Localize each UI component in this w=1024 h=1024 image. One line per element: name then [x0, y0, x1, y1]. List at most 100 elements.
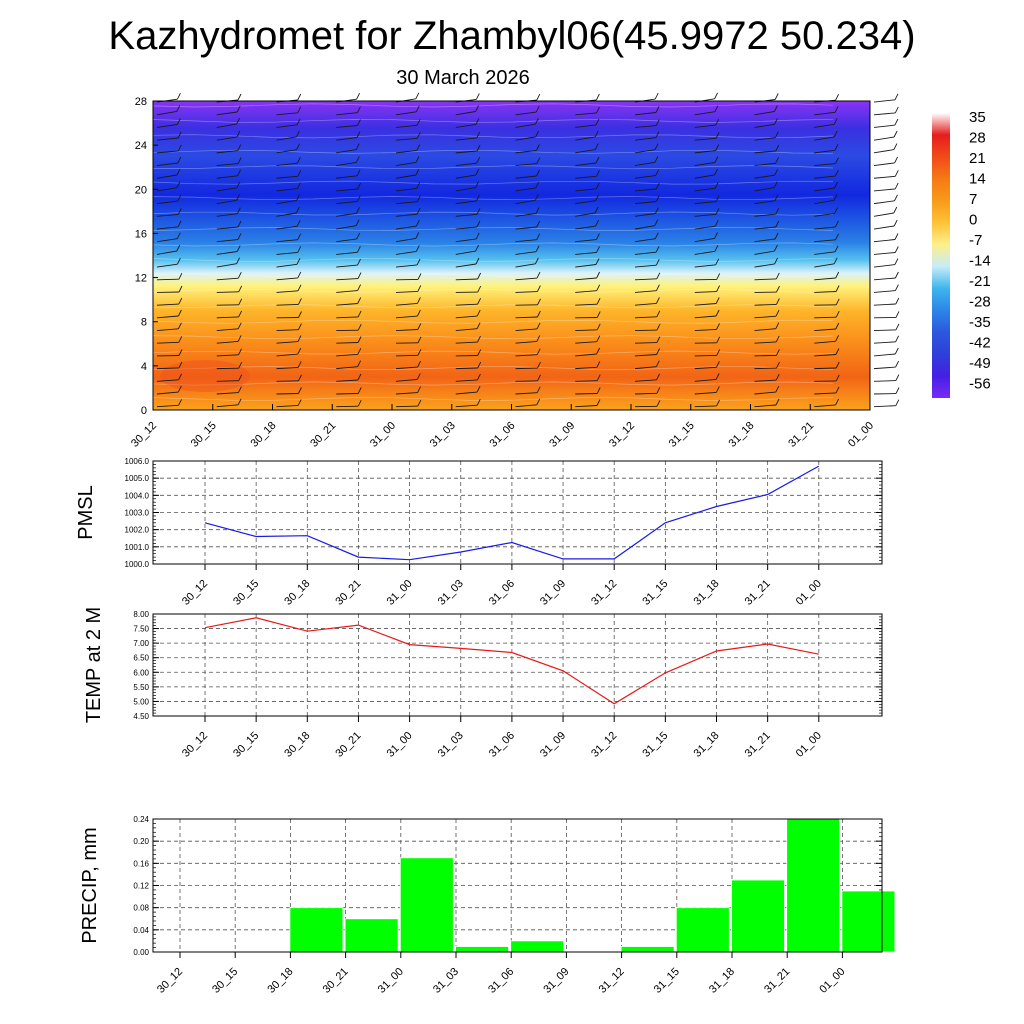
- section-xtick-label: 31_03: [428, 420, 458, 450]
- ytick-label: 4.50: [133, 712, 149, 721]
- ytick-label: 0.16: [133, 859, 149, 868]
- xtick-label: 31_21: [762, 966, 792, 996]
- xtick-label: 30_12: [180, 578, 210, 608]
- xtick-label: 01_00: [794, 730, 824, 760]
- colorbar-label: 21: [969, 150, 986, 167]
- section-xtick-label: 30_21: [308, 420, 338, 450]
- section-ytick-label: 24: [135, 140, 147, 152]
- xtick-label: 31_06: [487, 730, 517, 760]
- colorbar-label: -42: [969, 335, 991, 352]
- section-xtick-label: 31_06: [488, 420, 518, 450]
- precip-bar: [786, 818, 841, 953]
- ytick-label: 1002.0: [125, 526, 150, 535]
- pressure-line: [204, 465, 820, 561]
- xtick-label: 31_00: [376, 966, 406, 996]
- colorbar-label: -49: [969, 355, 991, 372]
- xtick-label: 30_21: [333, 578, 363, 608]
- xtick-label: 31_06: [486, 966, 516, 996]
- colorbar-label: 28: [969, 130, 986, 147]
- xtick-label: 31_12: [597, 966, 627, 996]
- ytick-label: 1004.0: [125, 491, 150, 500]
- chart-subtitle: 30 March 2026: [396, 67, 530, 89]
- section-ytick-label: 0: [141, 405, 147, 417]
- xtick-label: 31_15: [652, 966, 682, 996]
- section-xtick-label: 31_21: [786, 420, 816, 450]
- colorbar-label: -7: [969, 232, 982, 249]
- colorbar-label: 35: [969, 109, 986, 126]
- precip-bar: [841, 890, 896, 953]
- colorbar-label: 0: [969, 212, 977, 229]
- xtick-label: 01_00: [817, 966, 847, 996]
- ytick-label: 5.00: [133, 697, 149, 706]
- xtick-label: 31_03: [436, 730, 466, 760]
- ytick-label: 1006.0: [125, 457, 150, 466]
- ytick-label: 6.50: [133, 654, 149, 663]
- xtick-label: 31_18: [692, 578, 722, 608]
- temperature-chart: 4.50 5.00 5.50 6.00 6.50 7.00 7.50 8.00 30_12 30_…: [83, 607, 883, 760]
- y-axis-label: PMSL: [75, 485, 97, 539]
- section-chart: 0 4 8 12 16 20 24 28 30_12 30_15 30_18 30_21 31_00 31…: [129, 92, 900, 450]
- xtick-label: 31_18: [692, 730, 722, 760]
- section-ytick-label: 12: [135, 273, 147, 285]
- ytick-label: 1005.0: [125, 474, 150, 483]
- section-warm-core: [160, 360, 250, 392]
- y-axis-label: TEMP at 2 M: [83, 607, 105, 723]
- xtick-label: 31_00: [385, 578, 415, 608]
- temperature-line: [204, 617, 819, 705]
- ytick-label: 5.50: [133, 683, 149, 692]
- xtick-label: 31_06: [487, 578, 517, 608]
- section-xtick-label: 31_18: [727, 420, 757, 450]
- xtick-label: 30_15: [231, 730, 261, 760]
- ytick-label: 7.00: [133, 639, 149, 648]
- xtick-label: 01_00: [794, 578, 824, 608]
- panel-frame: [152, 460, 883, 565]
- section-field: [153, 101, 870, 410]
- xtick-label: 31_09: [541, 966, 571, 996]
- precip-bar: [675, 907, 730, 953]
- colorbar-label: -14: [969, 253, 991, 270]
- xtick-label: 31_21: [743, 730, 773, 760]
- xtick-label: 31_00: [385, 730, 415, 760]
- xtick-label: 31_18: [707, 966, 737, 996]
- section-ytick-label: 20: [135, 184, 147, 196]
- xtick-label: 30_18: [282, 578, 312, 608]
- xtick-label: 30_21: [321, 966, 351, 996]
- precip-bar: [289, 907, 344, 953]
- section-xtick-label: 31_12: [607, 420, 637, 450]
- section-xtick-label: 30_15: [189, 420, 219, 450]
- colorbar-bar: [932, 113, 950, 398]
- ytick-label: 0.24: [133, 815, 149, 824]
- y-axis-label: PRECIP, mm: [79, 827, 101, 943]
- ytick-label: 6.00: [133, 668, 149, 677]
- panel-frame: [152, 818, 883, 953]
- ytick-label: 1001.0: [125, 543, 150, 552]
- ytick-label: 0.08: [133, 904, 149, 913]
- xtick-label: 31_03: [436, 578, 466, 608]
- ytick-label: 7.50: [133, 625, 149, 634]
- section-xtick-label: 30_12: [129, 420, 159, 450]
- ytick-label: 0.12: [133, 882, 149, 891]
- section-xtick-label: 01_00: [846, 420, 876, 450]
- xtick-label: 31_09: [538, 730, 568, 760]
- xtick-label: 30_21: [333, 730, 363, 760]
- ytick-label: 1003.0: [125, 509, 150, 518]
- xtick-label: 30_18: [282, 730, 312, 760]
- xtick-label: 30_15: [210, 966, 240, 996]
- colorbar-label: -35: [969, 314, 991, 331]
- ytick-label: 1000.0: [125, 560, 150, 569]
- section-xtick-label: 31_15: [667, 420, 697, 450]
- xtick-label: 31_21: [743, 578, 773, 608]
- colorbar-label: -56: [969, 376, 991, 393]
- xtick-label: 31_03: [431, 966, 461, 996]
- precip-bar: [344, 918, 399, 953]
- xtick-label: 31_12: [589, 578, 619, 608]
- pmsl-chart: 1000.0 1001.0 1002.0 1003.0 1004.0 1005.0 1006…: [75, 457, 883, 608]
- xtick-label: 31_09: [538, 578, 568, 608]
- xtick-label: 30_12: [180, 730, 210, 760]
- section-xtick-label: 31_00: [368, 420, 398, 450]
- precip-bar: [620, 946, 675, 953]
- ytick-label: 8.00: [133, 610, 149, 619]
- precip-bar: [455, 946, 509, 953]
- section-contours: [152, 103, 834, 401]
